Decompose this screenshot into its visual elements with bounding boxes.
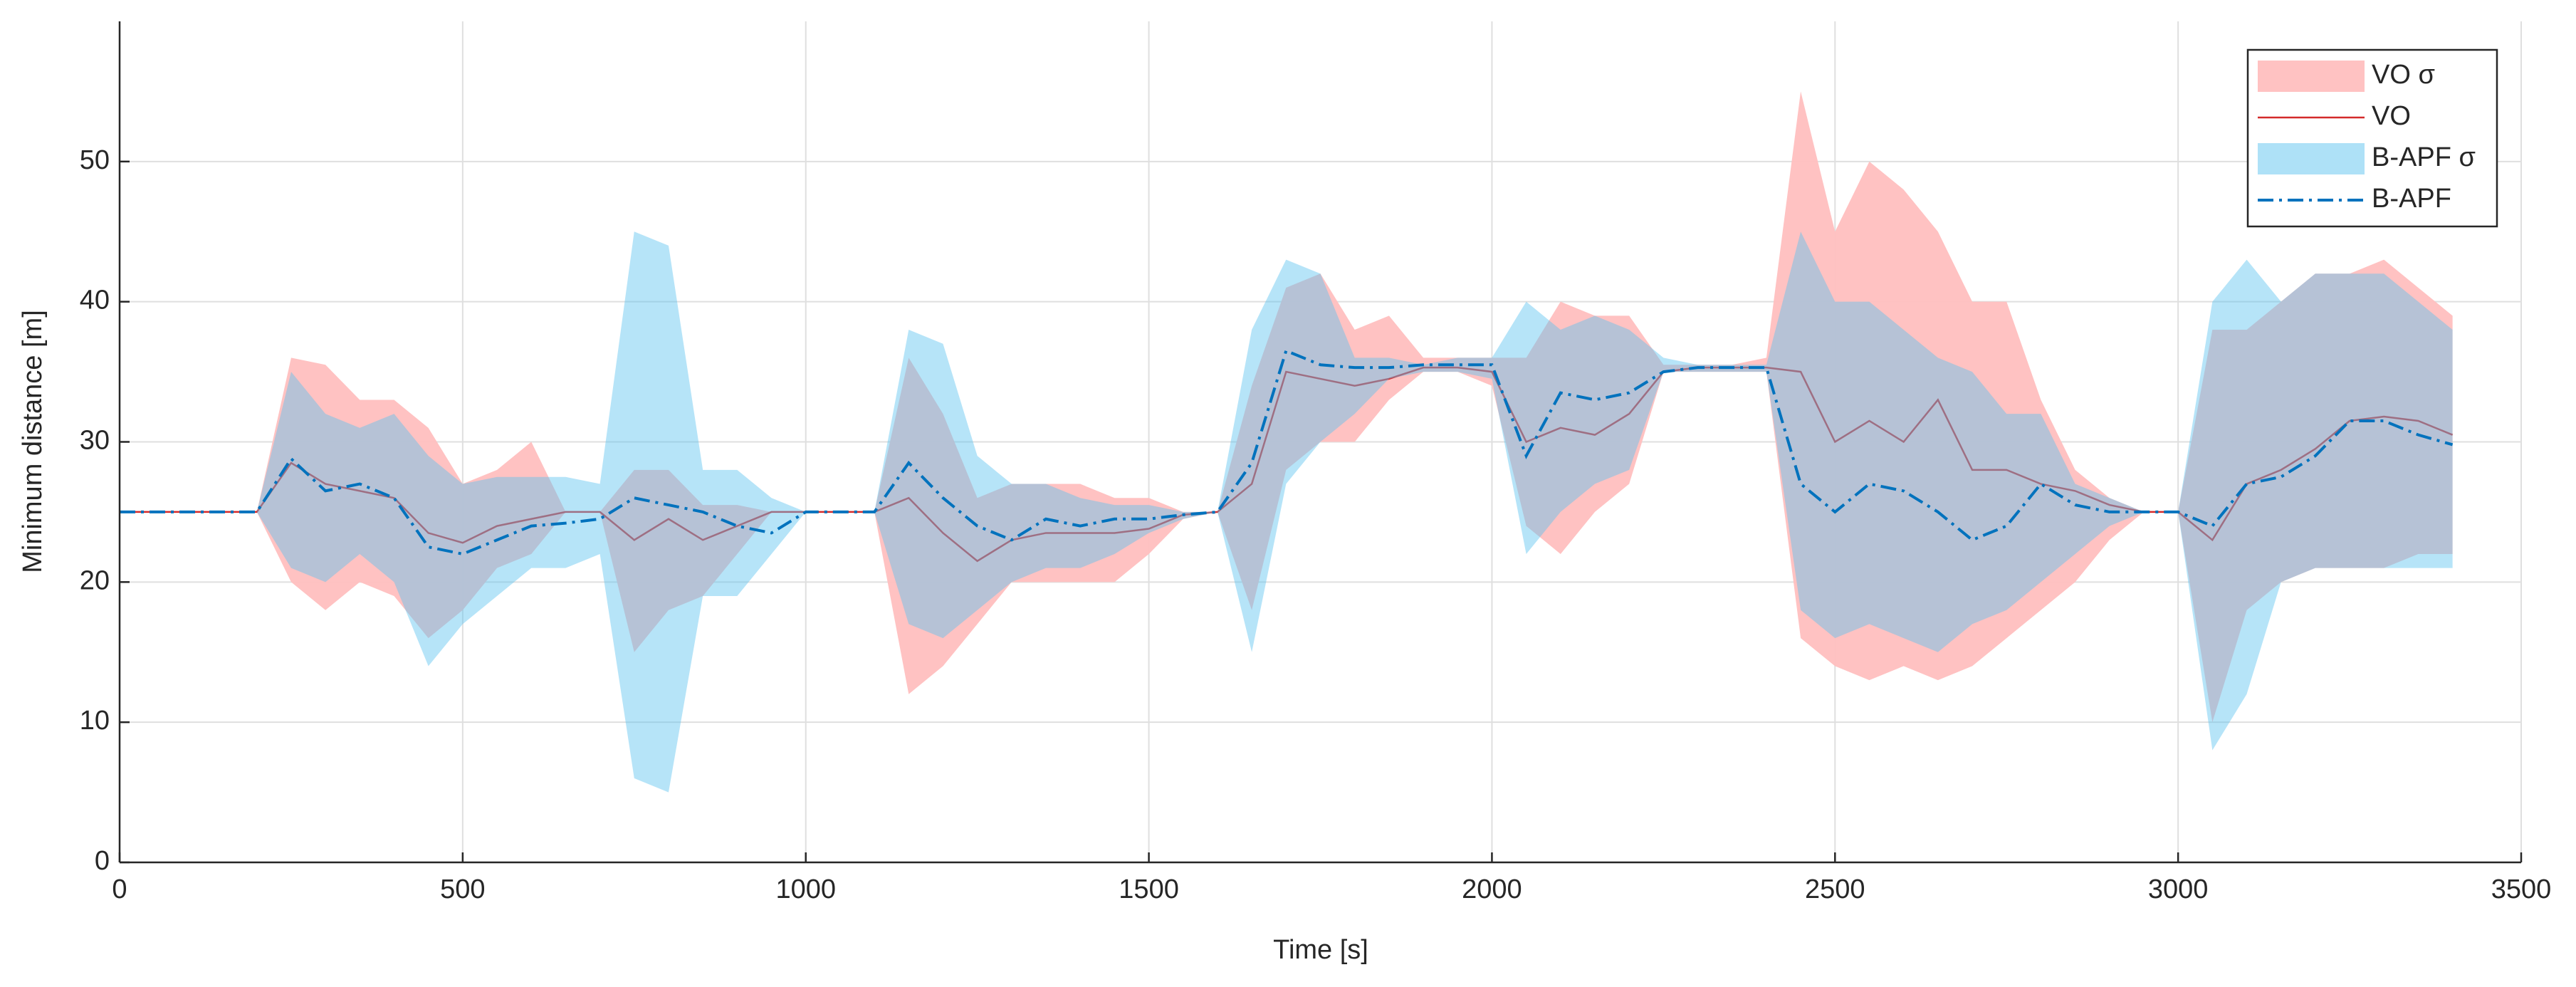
sigma-band xyxy=(120,231,2453,793)
x-tick-label: 1500 xyxy=(1119,874,1179,904)
legend-swatch xyxy=(2258,143,2365,174)
x-axis-label: Time [s] xyxy=(1273,935,1368,965)
x-tick-label: 3500 xyxy=(2491,874,2552,904)
y-tick-label: 10 xyxy=(80,706,110,736)
y-tick-label: 0 xyxy=(95,846,110,876)
y-tick-label: 30 xyxy=(80,426,110,456)
series-line xyxy=(120,366,2454,563)
x-tick-label: 2500 xyxy=(1805,874,1865,904)
y-axis-label: Minimum distance [m] xyxy=(18,310,48,573)
legend-label: VO xyxy=(2372,101,2411,131)
legend-label: B-APF σ xyxy=(2372,142,2476,172)
legend-label: B-APF xyxy=(2372,184,2451,214)
legend: VO σ VO B-APF σ B-APF xyxy=(2246,48,2498,228)
series-line xyxy=(120,348,2454,556)
x-tick-label: 0 xyxy=(112,874,127,904)
legend-swatch xyxy=(2258,61,2365,92)
y-tick-label: 40 xyxy=(80,286,110,315)
x-tick-label: 3000 xyxy=(2148,874,2209,904)
sigma-band xyxy=(120,91,2453,723)
y-tick-label: 50 xyxy=(80,145,110,175)
x-tick-label: 2000 xyxy=(1462,874,1522,904)
legend-label: VO σ xyxy=(2372,60,2435,90)
x-tick-label: 500 xyxy=(440,874,485,904)
x-tick-label: 1000 xyxy=(775,874,836,904)
y-tick-label: 20 xyxy=(80,565,110,595)
